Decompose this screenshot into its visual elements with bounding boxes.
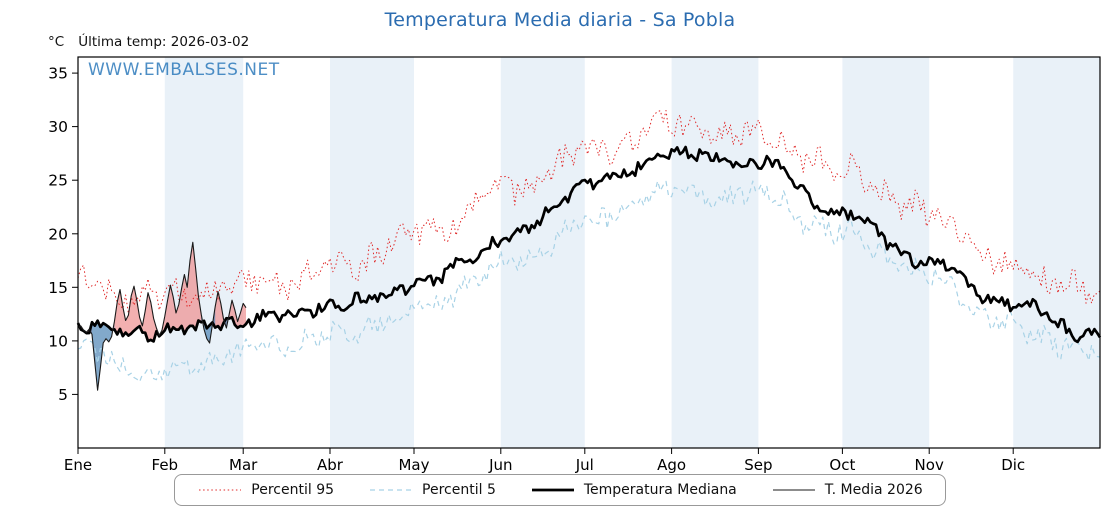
- y-tick-label: 10: [48, 332, 68, 350]
- legend-label: Temperatura Mediana: [583, 482, 737, 498]
- x-tick-label: Ago: [657, 456, 686, 474]
- x-tick-label: Jul: [575, 456, 594, 474]
- x-tick-label: Ene: [64, 456, 92, 474]
- y-tick-label: 35: [48, 65, 68, 83]
- x-tick-label: Abr: [317, 456, 344, 474]
- legend-label: Percentil 95: [251, 482, 335, 498]
- month-band: [164, 57, 244, 448]
- y-tick-label: 5: [58, 386, 68, 404]
- y-tick-label: 15: [48, 279, 68, 297]
- legend-item-percentil-95: Percentil 95: [197, 482, 334, 498]
- fill-region: [89, 320, 115, 391]
- legend: Percentil 95 Percentil 5 Temperatura Media…: [0, 474, 1120, 506]
- chart-title: Temperatura Media diaria - Sa Pobla: [384, 9, 736, 31]
- legend-item-t-media-2026: T. Media 2026: [771, 482, 923, 498]
- plot-border: [77, 56, 1101, 449]
- legend-line-sample-temperatura-mediana: [531, 488, 574, 492]
- axis-header: °C Última temp: 2026-03-02: [48, 34, 249, 50]
- legend-line-sample-percentil-95: [199, 489, 242, 491]
- series-t-media-2026: [77, 241, 247, 391]
- y-tick-label: 20: [48, 225, 68, 243]
- fill-region: [212, 291, 227, 330]
- x-tick-label: May: [398, 456, 429, 474]
- watermark: WWW.EMBALSES.NET: [88, 60, 280, 80]
- series-temperatura-mediana: [76, 145, 1102, 344]
- month-band: [671, 57, 759, 448]
- legend-line-sample-t-media-2026: [772, 489, 815, 491]
- legend-box: Percentil 95 Percentil 5 Temperatura Media…: [174, 474, 946, 506]
- month-band: [330, 57, 414, 448]
- x-tick-label: Oct: [829, 456, 855, 474]
- fill-region: [111, 242, 204, 342]
- legend-item-temperatura-mediana: Temperatura Mediana: [530, 482, 737, 498]
- y-axis-unit-label: °C: [48, 34, 65, 50]
- legend-item-percentil-5: Percentil 5: [368, 482, 496, 498]
- x-tick-label: Jun: [488, 456, 512, 474]
- legend-label: Percentil 5: [422, 482, 496, 498]
- series-percentil-5: [77, 180, 1101, 383]
- x-tick-label: Feb: [152, 456, 179, 474]
- fill-region: [223, 314, 230, 328]
- y-tick-label: 30: [48, 118, 68, 136]
- series-percentil-95: [77, 110, 1101, 314]
- month-band: [500, 57, 585, 448]
- legend-line-sample-percentil-5: [370, 489, 413, 491]
- x-tick-label: Nov: [915, 456, 944, 474]
- x-tick-label: Dic: [1001, 456, 1025, 474]
- legend-label: T. Media 2026: [824, 482, 923, 498]
- x-tick-label: Mar: [229, 456, 258, 474]
- fill-region: [226, 300, 246, 328]
- y-tick-label: 25: [48, 172, 68, 190]
- month-band: [1013, 57, 1100, 448]
- last-temp-annotation: Última temp: 2026-03-02: [78, 34, 250, 50]
- x-tick-label: Sep: [744, 456, 772, 474]
